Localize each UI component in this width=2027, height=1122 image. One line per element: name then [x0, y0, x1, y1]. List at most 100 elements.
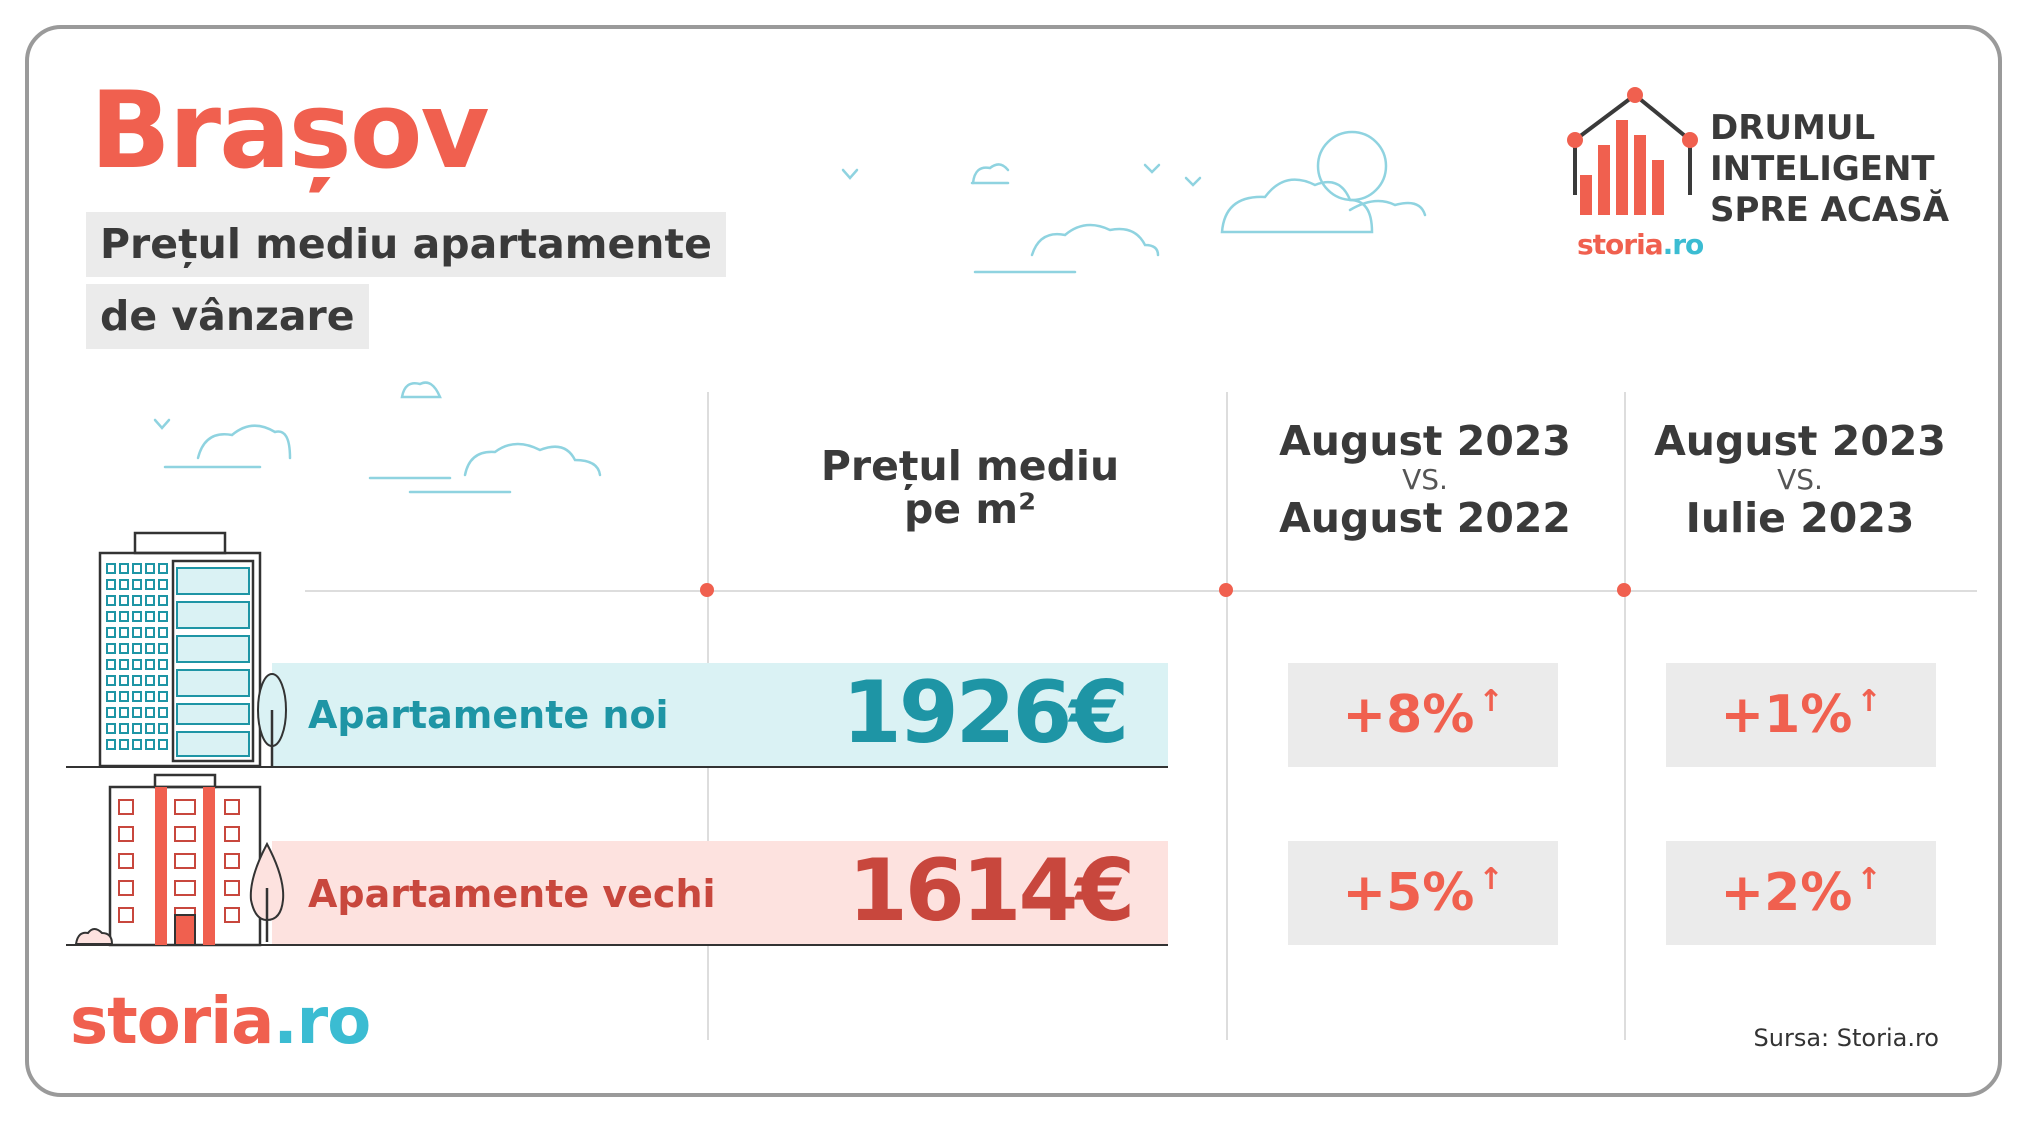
header-separator	[305, 590, 1977, 592]
window-icon	[158, 739, 168, 750]
header-yoy-line-1: August 2023	[1279, 417, 1571, 465]
header-yoy: August 2023 VS. August 2022	[1225, 417, 1625, 540]
window-icon	[158, 611, 168, 622]
window-icon	[132, 563, 142, 574]
mom-change-new: +1% ↑	[1666, 663, 1936, 767]
window-icon	[106, 675, 116, 686]
small-logo-main: storia	[1577, 228, 1664, 261]
window-icon	[132, 659, 142, 670]
window-icon	[119, 579, 129, 590]
price-value-old: 1614€	[848, 841, 1135, 941]
footer-logo-main: storia	[70, 985, 274, 1059]
window-icon	[106, 611, 116, 622]
ground-line	[66, 944, 1168, 946]
window-icon	[119, 707, 129, 718]
row-label-new: Apartamente noi	[308, 693, 669, 737]
window-icon	[158, 579, 168, 590]
window-icon	[158, 659, 168, 670]
window-icon	[145, 627, 155, 638]
house-chart-icon	[1567, 87, 1698, 215]
window-icon	[132, 723, 142, 734]
tree-icon	[257, 673, 287, 766]
header-price: Prețul mediu pe m²	[770, 442, 1170, 531]
window-icon	[118, 853, 134, 869]
yoy-change-old-value: +5%	[1342, 863, 1475, 923]
source-note: Sursa: Storia.ro	[1753, 1024, 1939, 1052]
window-icon	[158, 643, 168, 654]
tagline-line-1: DRUMUL	[1710, 108, 1876, 148]
window-icon	[145, 643, 155, 654]
header-mom-line-2: Iulie 2023	[1685, 493, 1915, 542]
window-icon	[132, 611, 142, 622]
bush-icon	[74, 928, 114, 945]
window-icon	[106, 643, 116, 654]
window-icon	[174, 826, 196, 842]
bird-icon	[153, 418, 171, 430]
window-icon	[106, 659, 116, 670]
window-icon	[145, 563, 155, 574]
window-icon	[132, 643, 142, 654]
column-divider	[1624, 392, 1626, 1040]
window-icon	[132, 627, 142, 638]
window-icon	[158, 595, 168, 606]
window-icon	[174, 853, 196, 869]
window-icon	[145, 707, 155, 718]
window-icon	[119, 691, 129, 702]
window-icon	[132, 579, 142, 590]
window-icon	[145, 739, 155, 750]
page-title: Brașov	[90, 69, 490, 192]
header-mom: August 2023 VS. Iulie 2023	[1600, 419, 2000, 542]
window-icon	[145, 611, 155, 622]
window-icon	[132, 595, 142, 606]
tagline-line-2: INTELIGENT	[1710, 148, 1935, 189]
window-icon	[132, 691, 142, 702]
price-value-new: 1926€	[842, 663, 1129, 763]
yoy-change-new-value: +8%	[1342, 685, 1475, 745]
window-icon	[224, 907, 240, 923]
header-price-line-1: Prețul mediu	[820, 442, 1120, 490]
up-arrow-icon: ↑	[1856, 861, 1882, 897]
window-icon	[106, 739, 116, 750]
window-icon	[106, 627, 116, 638]
brand-tagline: DRUMUL INTELIGENT SPRE ACASĂ	[1710, 108, 1949, 230]
window-icon	[119, 563, 129, 574]
window-icon	[145, 691, 155, 702]
window-icon	[106, 563, 116, 574]
bird-icon	[1143, 163, 1161, 174]
cloud-icon	[973, 223, 1160, 274]
separator-dot	[1617, 583, 1631, 597]
window-icon	[119, 611, 129, 622]
separator-dot	[1219, 583, 1233, 597]
window-icon	[106, 595, 116, 606]
window-icon	[132, 739, 142, 750]
ground-line	[66, 766, 1168, 768]
window-icon	[106, 707, 116, 718]
window-icon	[158, 627, 168, 638]
window-icon	[106, 723, 116, 734]
window-icon	[119, 675, 129, 686]
window-icon	[119, 659, 129, 670]
window-icon	[158, 675, 168, 686]
window-icon	[158, 723, 168, 734]
mom-change-new-value: +1%	[1720, 685, 1853, 745]
window-icon	[224, 880, 240, 896]
header-yoy-vs: VS.	[1402, 463, 1448, 497]
window-icon	[158, 691, 168, 702]
column-divider	[1226, 392, 1228, 1040]
up-arrow-icon: ↑	[1478, 861, 1504, 897]
window-icon	[158, 563, 168, 574]
window-icon	[106, 691, 116, 702]
bird-icon	[1184, 176, 1202, 187]
small-logo-dot: .ro	[1662, 228, 1705, 261]
window-icon	[119, 595, 129, 606]
small-logo: storia.ro	[1577, 228, 1705, 261]
window-icon	[119, 643, 129, 654]
tower-building-icon	[98, 531, 262, 768]
window-icon	[132, 707, 142, 718]
window-icon	[145, 579, 155, 590]
window-icon	[224, 826, 240, 842]
window-icon	[132, 675, 142, 686]
block-building-icon	[108, 773, 262, 947]
window-icon	[118, 907, 134, 923]
